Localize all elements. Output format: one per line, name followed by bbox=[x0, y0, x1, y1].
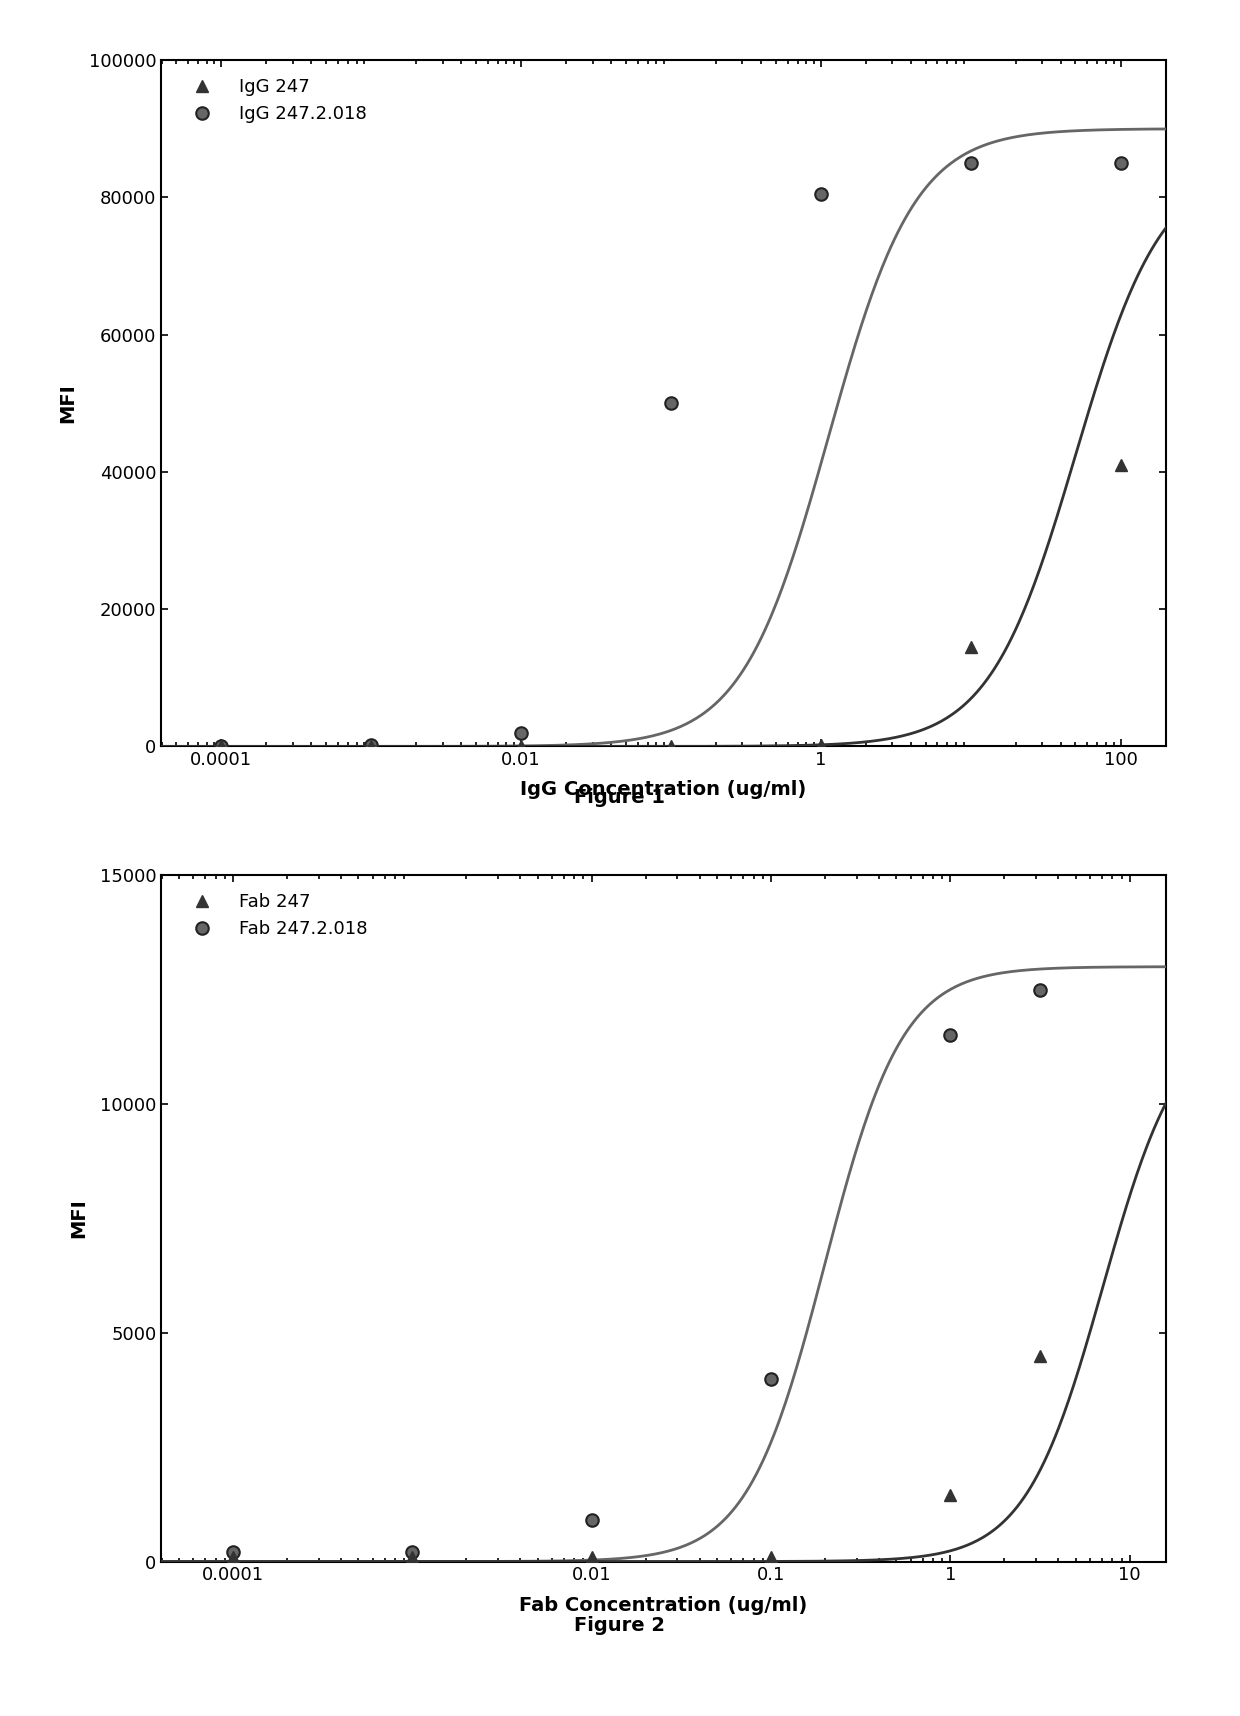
IgG 247.2.018 bbox=[363, 734, 378, 755]
Line: IgG 247.2.018: IgG 247.2.018 bbox=[215, 156, 1127, 752]
Fab 247.2.018 bbox=[405, 1543, 420, 1563]
IgG 247 bbox=[213, 736, 228, 757]
Text: Figure 1: Figure 1 bbox=[574, 788, 666, 808]
IgG 247 bbox=[363, 736, 378, 757]
IgG 247.2.018 bbox=[513, 722, 528, 743]
Line: Fab 247.2.018: Fab 247.2.018 bbox=[227, 983, 1047, 1558]
IgG 247.2.018 bbox=[813, 184, 828, 204]
Fab 247.2.018 bbox=[942, 1024, 957, 1045]
IgG 247.2.018 bbox=[213, 736, 228, 757]
Fab 247.2.018 bbox=[1033, 980, 1048, 1000]
Text: Figure 2: Figure 2 bbox=[574, 1615, 666, 1635]
Y-axis label: MFI: MFI bbox=[58, 383, 78, 424]
IgG 247.2.018 bbox=[963, 153, 978, 173]
Line: Fab 247: Fab 247 bbox=[227, 1349, 1047, 1563]
Fab 247.2.018 bbox=[226, 1543, 241, 1563]
Fab 247 bbox=[405, 1546, 420, 1567]
IgG 247 bbox=[663, 736, 678, 757]
Fab 247.2.018 bbox=[764, 1368, 779, 1388]
IgG 247 bbox=[813, 734, 828, 755]
Fab 247 bbox=[226, 1546, 241, 1567]
Fab 247.2.018 bbox=[584, 1510, 599, 1531]
IgG 247 bbox=[963, 637, 978, 657]
X-axis label: IgG Concentration (ug/ml): IgG Concentration (ug/ml) bbox=[521, 781, 806, 800]
Y-axis label: MFI: MFI bbox=[69, 1198, 88, 1239]
Fab 247 bbox=[584, 1546, 599, 1567]
Legend: IgG 247, IgG 247.2.018: IgG 247, IgG 247.2.018 bbox=[170, 69, 376, 132]
Legend: Fab 247, Fab 247.2.018: Fab 247, Fab 247.2.018 bbox=[170, 884, 377, 947]
IgG 247.2.018 bbox=[1114, 153, 1128, 173]
Fab 247 bbox=[764, 1546, 779, 1567]
IgG 247 bbox=[513, 736, 528, 757]
IgG 247.2.018 bbox=[663, 393, 678, 414]
IgG 247 bbox=[1114, 455, 1128, 475]
Line: IgG 247: IgG 247 bbox=[215, 458, 1127, 752]
Fab 247 bbox=[1033, 1345, 1048, 1366]
X-axis label: Fab Concentration (ug/ml): Fab Concentration (ug/ml) bbox=[520, 1596, 807, 1615]
Fab 247 bbox=[942, 1484, 957, 1505]
